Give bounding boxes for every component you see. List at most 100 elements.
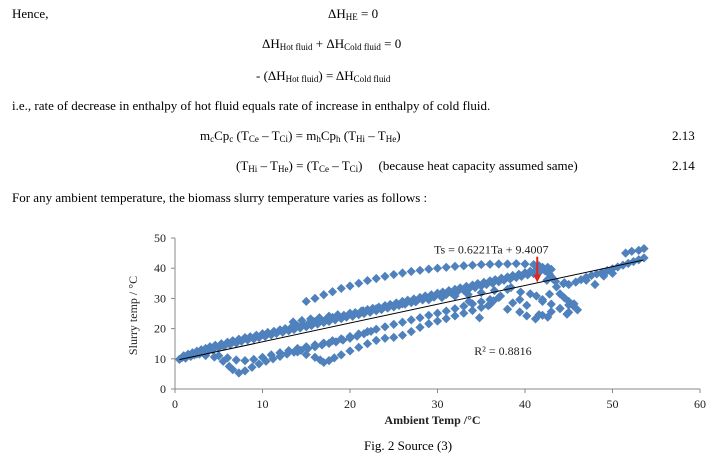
data-point (268, 354, 278, 364)
data-point (397, 330, 408, 340)
data-point (397, 317, 408, 327)
eq2-plus: + ΔH (312, 36, 345, 51)
data-point (288, 317, 298, 327)
eq5-minus1: – T (257, 158, 278, 173)
eq5-open: (T (236, 158, 249, 173)
eq3-a-sub: Hot fluid (285, 74, 319, 84)
equation-he: ΔHHE = 0 (328, 6, 378, 25)
data-point (590, 279, 600, 290)
hence-label: Hence, (12, 6, 49, 21)
x-tick-label: 40 (519, 397, 531, 411)
data-point (537, 296, 548, 307)
data-point (599, 271, 609, 281)
data-point (502, 259, 513, 269)
eq5-minus2: – T (328, 158, 350, 173)
data-point (338, 335, 348, 345)
x-tick-label: 60 (694, 397, 706, 411)
data-point (467, 260, 478, 270)
eq4-cph: Cp (320, 128, 337, 143)
data-point (495, 291, 506, 301)
eq3-pre: - (ΔH (256, 68, 286, 83)
eq4-cp: Cp (214, 128, 230, 143)
data-point (406, 327, 416, 337)
data-point (424, 319, 434, 329)
eq1-lhs: ΔH (328, 6, 346, 21)
eq4-t1-sub: Ce (248, 134, 259, 144)
data-point (581, 275, 591, 285)
data-point (467, 305, 478, 316)
data-point (389, 332, 399, 342)
arrow-head (533, 274, 542, 283)
trendline (179, 259, 644, 361)
data-point (634, 245, 644, 255)
eq3-b-sub: Cold fluid (353, 74, 391, 84)
data-point (310, 342, 320, 352)
data-point (459, 261, 469, 271)
data-point (380, 271, 390, 281)
data-point (534, 310, 544, 320)
data-point (218, 356, 228, 366)
data-point (336, 283, 346, 294)
eq4-open2: (T (340, 128, 357, 143)
eq4-mh-sub: h (316, 134, 321, 144)
data-point (345, 308, 355, 318)
y-tick-label: 30 (154, 291, 166, 305)
data-point (354, 278, 364, 288)
data-point (474, 313, 485, 323)
data-point (432, 308, 443, 318)
data-point (236, 336, 247, 346)
data-point (354, 342, 364, 352)
eq5-a-sub: Hi (248, 164, 258, 174)
data-point (450, 261, 460, 271)
eq4-minus1: – T (258, 128, 280, 143)
data-point (424, 264, 434, 274)
data-point (525, 266, 535, 276)
slurry-temperature-chart: 0 10 20 30 40 50 60 0 10 20 30 40 50 Ambient Temp /°C… (126, 231, 706, 427)
data-point (502, 304, 513, 314)
equation-negative: - (ΔHHot fluid) = ΔHCold fluid (256, 68, 390, 87)
data-point (297, 315, 307, 326)
y-tick-label: 10 (154, 352, 166, 366)
eq2-a: ΔH (262, 36, 280, 51)
eq4-cph-sub: h (336, 134, 341, 144)
data-point (627, 246, 637, 256)
data-point (245, 332, 255, 342)
x-axis-title: Ambient Temp /°C (384, 413, 480, 427)
data-point (441, 314, 451, 324)
data-point (450, 291, 460, 301)
data-point (345, 346, 355, 356)
y-tick-label: 0 (160, 382, 166, 396)
x-tick-label: 0 (172, 397, 178, 411)
eq5-b-sub: He (278, 164, 289, 174)
data-point (380, 322, 390, 332)
eq4-m-sub: c (210, 134, 215, 144)
data-point (537, 262, 548, 272)
eq4-cp-sub: c (229, 134, 234, 144)
eq4-t4-sub: He (385, 134, 397, 144)
data-point (494, 259, 504, 269)
data-point (476, 259, 486, 270)
eq4-t3-sub: Hi (356, 134, 366, 144)
x-tick-label: 30 (432, 397, 444, 411)
data-point (389, 269, 399, 280)
data-point (292, 347, 303, 357)
eq2-b-sub: Cold fluid (344, 42, 381, 52)
ambient-sentence: For any ambient temperature, the biomass… (12, 190, 428, 205)
eq2-a-sub: Hot fluid (279, 42, 313, 52)
data-point (228, 365, 238, 375)
data-point (362, 339, 373, 349)
eq4-m: m (200, 128, 211, 143)
data-point (327, 287, 338, 297)
data-point (523, 270, 533, 280)
data-point (511, 259, 521, 269)
data-point (464, 296, 474, 307)
eq5-mid: ) = (T (288, 158, 319, 173)
data-point (362, 275, 373, 286)
data-point (515, 307, 525, 317)
x-tick-label: 50 (607, 397, 619, 411)
data-point (345, 281, 355, 291)
eq5-close: ) (358, 158, 363, 173)
data-point (459, 308, 469, 318)
data-point (483, 301, 493, 311)
data-point (231, 338, 241, 348)
